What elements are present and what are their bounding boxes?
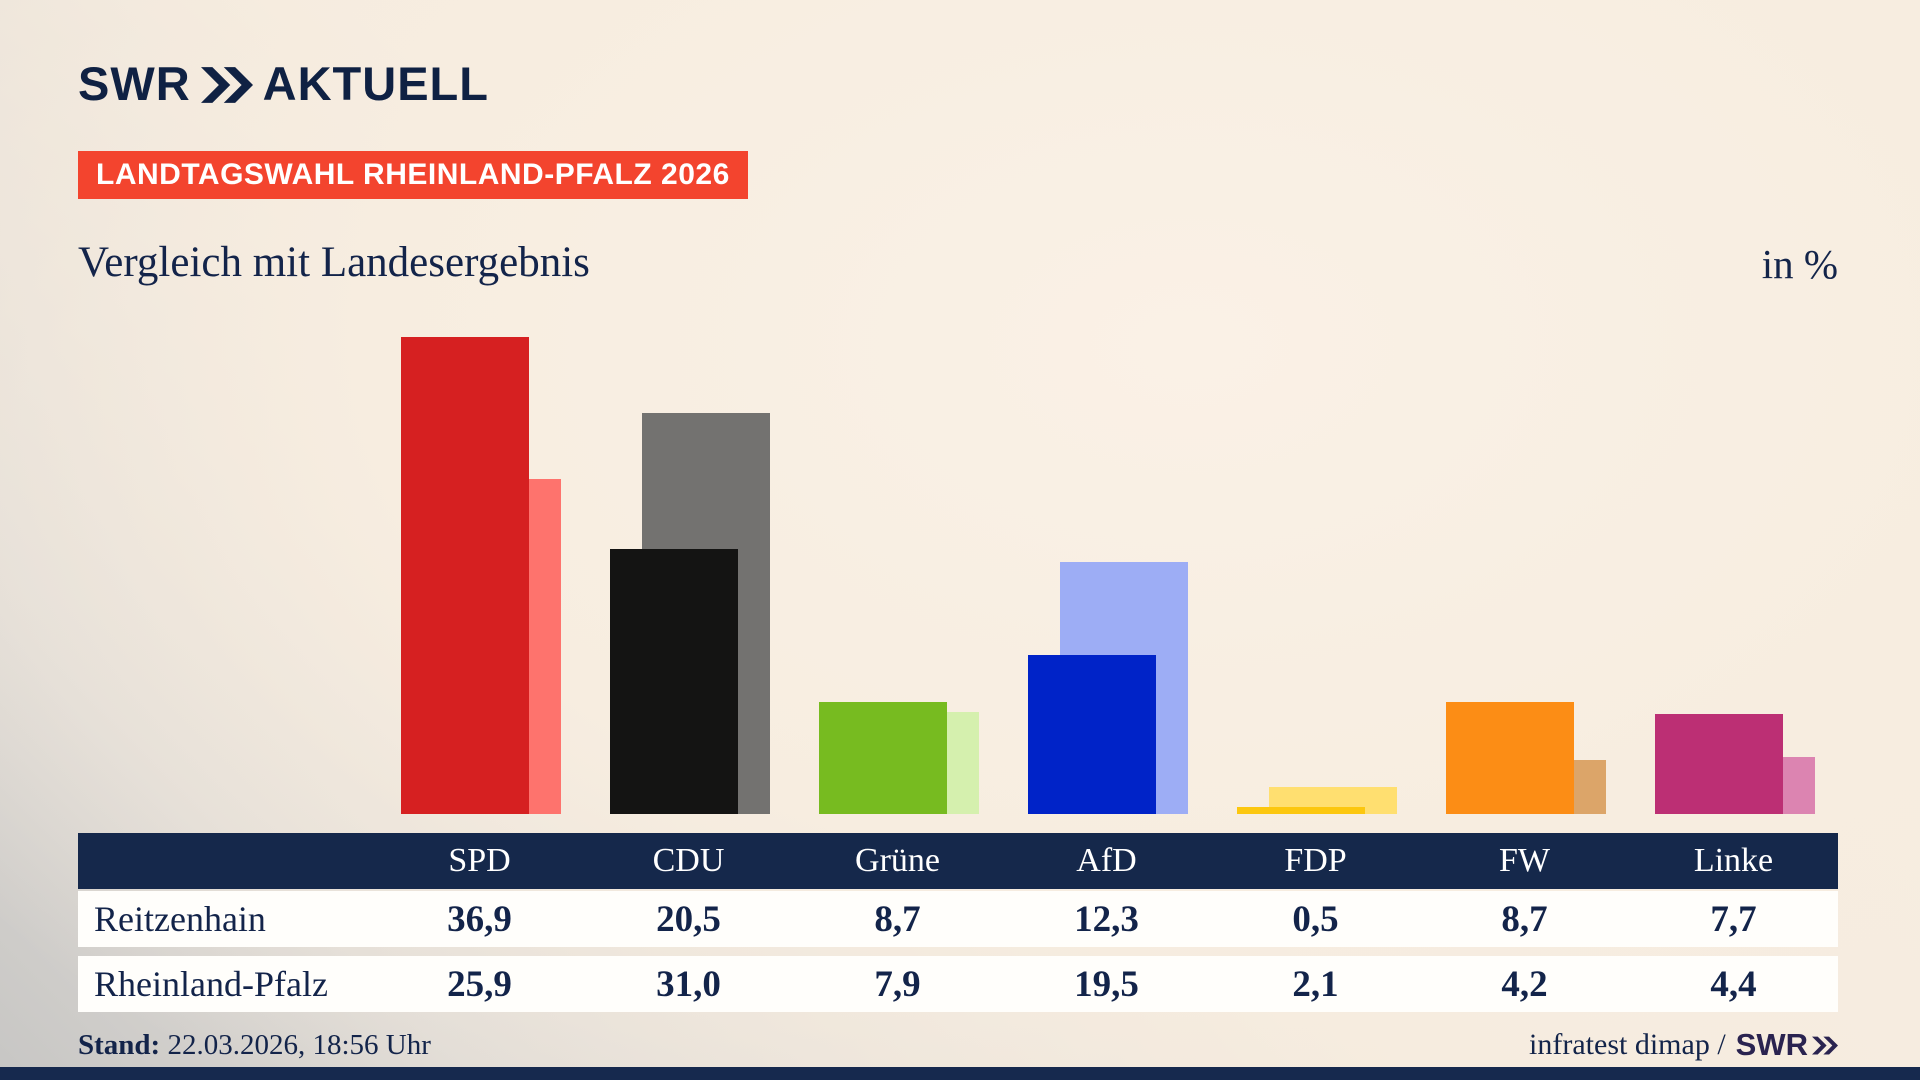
result-value: 19,5 [1074,963,1139,1005]
bar-local-result [610,549,738,814]
source-swr-text: SWR [1735,1027,1808,1062]
result-value: 7,7 [1710,898,1757,940]
logo-aktuell-text: AKTUELL [262,57,489,110]
result-value: 0,5 [1292,898,1339,940]
source-text: infratest dimap / [1529,1028,1726,1061]
timestamp-label: Stand: [78,1029,161,1061]
bar-local-result [1655,714,1783,814]
table-header-cell: Grüne [855,842,940,879]
chart-title: Vergleich mit Landesergebnis [78,239,590,286]
result-value: 25,9 [447,963,512,1005]
unit-label: in % [1761,241,1838,287]
table-row-rheinland-pfalz: Rheinland-Pfalz 25,9 31,0 7,9 19,5 2,1 4,2 4,4 [78,956,1838,1012]
row-label: Rheinland-Pfalz [94,964,328,1004]
timestamp-value: 22.03.2026, 18:56 Uhr [167,1029,431,1061]
bar-local-result [401,337,529,814]
bar-local-result [1028,655,1156,814]
results-table: SPD CDU Grüne AfD FDP FW Linke Reitzenhain 36,9 2… [78,833,1838,1012]
table-header-cell: CDU [652,842,725,879]
bar-local-result [819,702,947,814]
bottom-accent-bar [0,1067,1920,1080]
result-value: 36,9 [447,898,512,940]
double-chevron-icon [1812,1036,1838,1054]
row-label: Reitzenhain [94,899,266,939]
swr-aktuell-logo: SWR AKTUELL [78,60,489,107]
result-value: 7,9 [874,963,921,1005]
source-attribution: infratest dimap / SWR [1529,1027,1838,1063]
bar-local-result [1446,702,1574,814]
result-value: 8,7 [1501,898,1548,940]
logo-swr-text: SWR [78,57,191,110]
election-badge: LANDTAGSWAHL RHEINLAND-PFALZ 2026 [78,151,748,199]
double-chevron-icon [200,66,253,103]
table-header-cell: AfD [1076,842,1137,879]
table-header-cell: SPD [448,842,511,879]
table-row-reitzenhain: Reitzenhain 36,9 20,5 8,7 12,3 0,5 8,7 7,7 [78,891,1838,947]
timestamp: Stand: 22.03.2026, 18:56 Uhr [78,1029,431,1062]
table-header-cell: FW [1499,842,1550,879]
bar-local-result [1237,807,1365,814]
source-swr-brand: SWR [1736,1027,1838,1063]
result-value: 31,0 [656,963,721,1005]
result-value: 4,4 [1710,963,1757,1005]
table-header-cell: Linke [1693,842,1774,879]
table-header-cell: FDP [1284,842,1347,879]
table-header-row: SPD CDU Grüne AfD FDP FW Linke [78,833,1838,889]
result-value: 2,1 [1292,963,1339,1005]
result-value: 20,5 [656,898,721,940]
result-value: 8,7 [874,898,921,940]
comparison-bar-chart [0,330,1920,814]
result-value: 4,2 [1501,963,1548,1005]
result-value: 12,3 [1074,898,1139,940]
